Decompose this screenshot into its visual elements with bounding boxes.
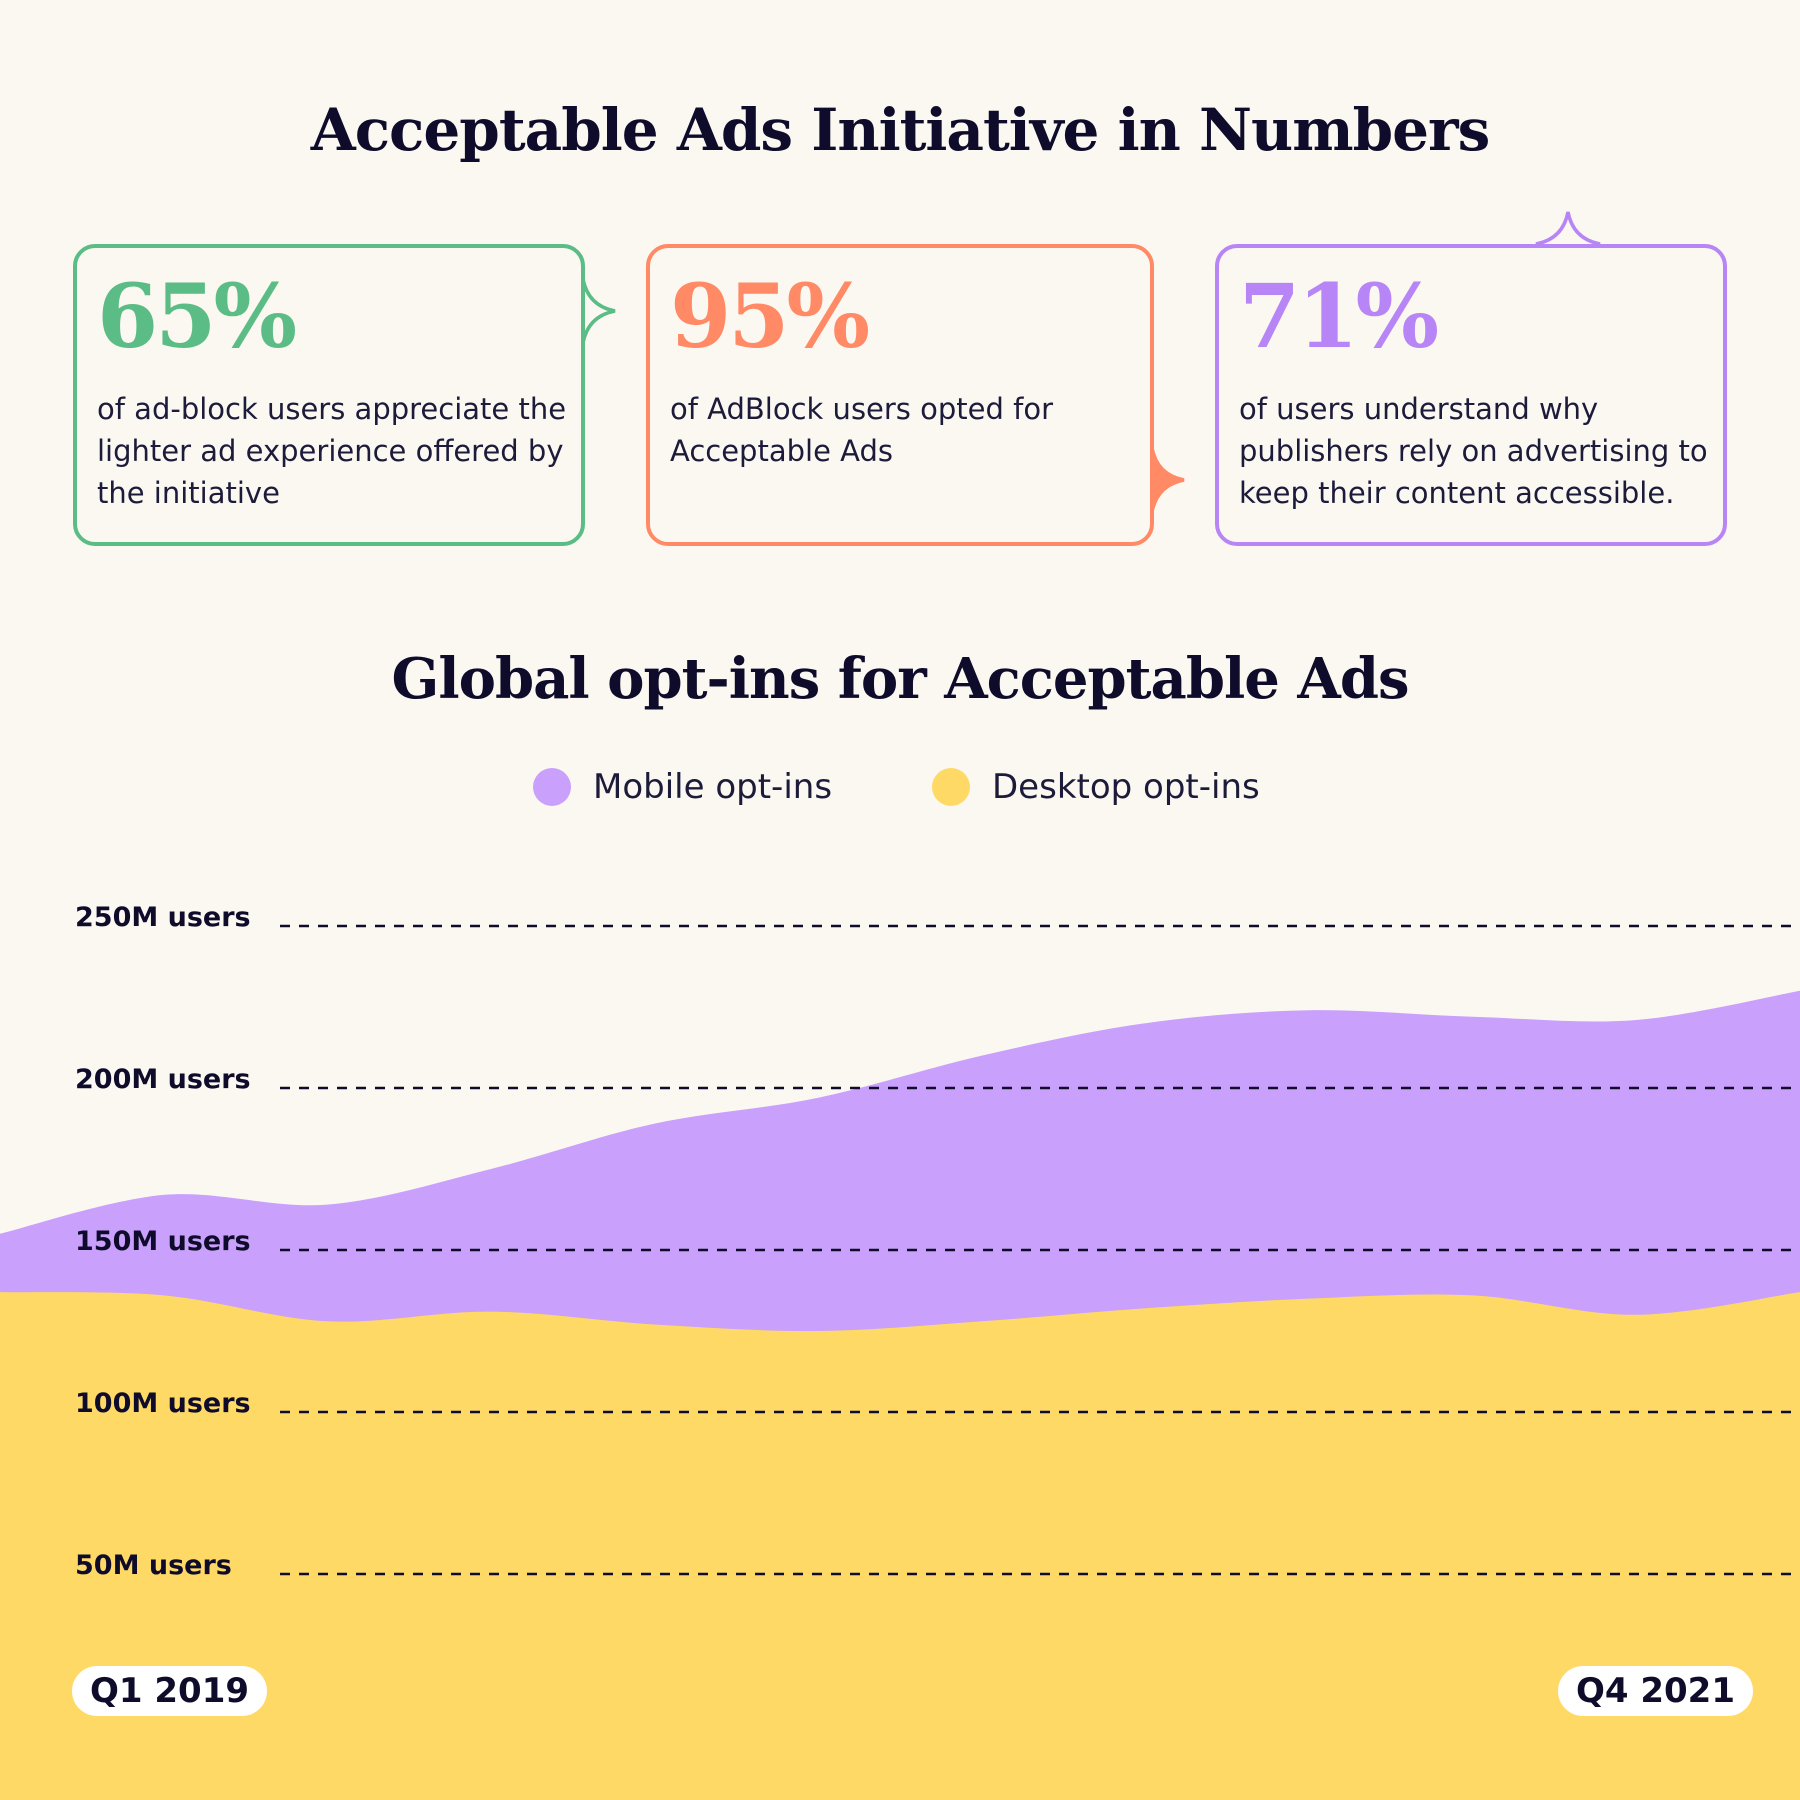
chart-gridlines	[280, 924, 1800, 1576]
y-tick-label-250: 250M users	[75, 902, 251, 933]
legend-item-desktop: Desktop opt-ins	[932, 762, 1260, 812]
stat-description: of AdBlock users opted for Acceptable Ad…	[670, 392, 1054, 468]
stat-card-understand: 71% of users understand why publishers r…	[1215, 244, 1727, 546]
y-tick-label-50: 50M users	[75, 1550, 232, 1581]
y-tick-label-100: 100M users	[75, 1388, 251, 1419]
y-tick-label-150: 150M users	[75, 1226, 251, 1257]
stat-description: of ad-block users appreciate the lighter…	[97, 392, 567, 510]
stat-value: 65%	[97, 264, 297, 368]
stat-card-appreciate: 65% of ad-block users appreciate the lig…	[73, 244, 585, 546]
chart-areas	[0, 990, 1800, 1800]
legend-swatch-mobile	[533, 768, 571, 806]
stat-description: of users understand why publishers rely …	[1239, 392, 1708, 510]
y-tick-label-200: 200M users	[75, 1064, 251, 1095]
stat-value: 95%	[670, 264, 870, 368]
legend-label: Desktop opt-ins	[992, 767, 1260, 807]
x-end-label: Q4 2021	[1557, 1666, 1753, 1716]
legend-item-mobile: Mobile opt-ins	[533, 762, 832, 812]
x-start-label: Q1 2019	[72, 1666, 268, 1716]
area-series-desktop	[0, 1292, 1800, 1800]
legend-label: Mobile opt-ins	[593, 767, 833, 807]
chart-title: Global opt-ins for Acceptable Ads	[391, 646, 1410, 712]
stat-value: 71%	[1239, 264, 1439, 368]
legend-swatch-desktop	[932, 768, 970, 806]
stat-card-opted-in: 95% of AdBlock users opted for Acceptabl…	[646, 244, 1154, 546]
page-title: Acceptable Ads Initiative in Numbers	[310, 96, 1491, 164]
